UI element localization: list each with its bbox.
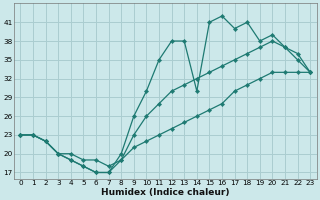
X-axis label: Humidex (Indice chaleur): Humidex (Indice chaleur) [101,188,229,197]
